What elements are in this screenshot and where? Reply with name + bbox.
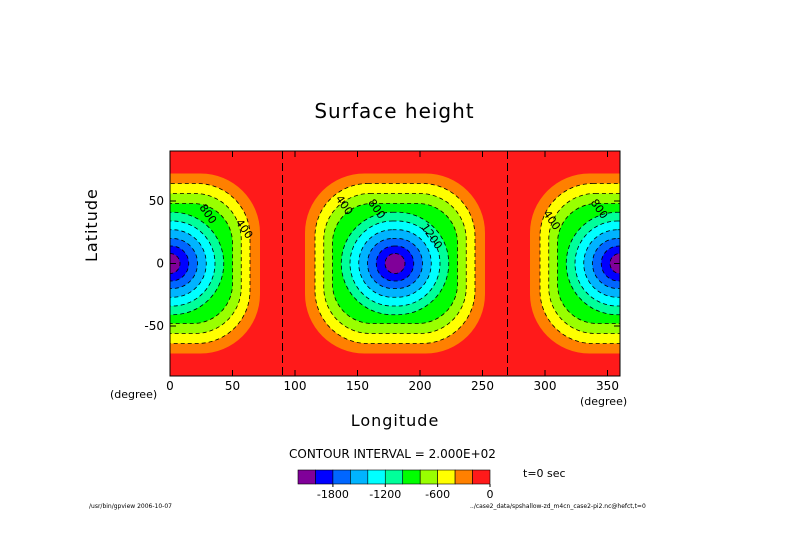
y-tick-label: 0 (156, 257, 164, 271)
colorbar-tick-label: -1200 (369, 488, 401, 501)
x-axis-unit: (degree) (580, 395, 628, 408)
colorbar-swatch (384, 469, 404, 485)
x-tick-label: 50 (225, 379, 240, 393)
colorbar-tick-label: 0 (487, 488, 494, 501)
x-tick-label: 300 (534, 379, 557, 393)
colorbar-swatch (332, 469, 351, 485)
chart-title: Surface height (314, 99, 475, 123)
x-tick-label: 0 (166, 379, 174, 393)
colorbar-tick-label: -1800 (317, 488, 349, 501)
x-tick-label: 250 (471, 379, 494, 393)
y-tick-label: 50 (149, 194, 164, 208)
y-axis-unit: (degree) (110, 388, 158, 401)
colorbar-swatch (367, 469, 386, 485)
x-axis-label: Longitude (350, 411, 440, 430)
y-tick-label: -50 (144, 319, 164, 333)
colorbar-swatch (437, 469, 456, 485)
colorbar-swatch (419, 469, 438, 485)
time-annotation: t=0 sec (523, 467, 566, 480)
x-tick-label: 350 (596, 379, 619, 393)
footer-right: ../case2_data/spshallow-zd_m4cn_case2-pi… (470, 503, 646, 510)
x-tick-label: 200 (409, 379, 432, 393)
colorbar-swatch (315, 469, 334, 485)
contour-interval: CONTOUR INTERVAL = 2.000E+02 (289, 447, 496, 461)
y-axis-label: Latitude (82, 188, 101, 262)
x-tick-label: 150 (346, 379, 369, 393)
colorbar-swatch (350, 469, 369, 485)
colorbar-swatch (454, 469, 473, 485)
contour-band (384, 253, 406, 274)
x-tick-label: 100 (284, 379, 307, 393)
colorbar-tick-label: -600 (425, 488, 450, 501)
colorbar-swatch (297, 469, 316, 485)
footer-left: /usr/bin/gpview 2006-10-07 (89, 503, 172, 510)
colorbar-swatch (402, 469, 421, 485)
colorbar-swatch (472, 469, 491, 485)
